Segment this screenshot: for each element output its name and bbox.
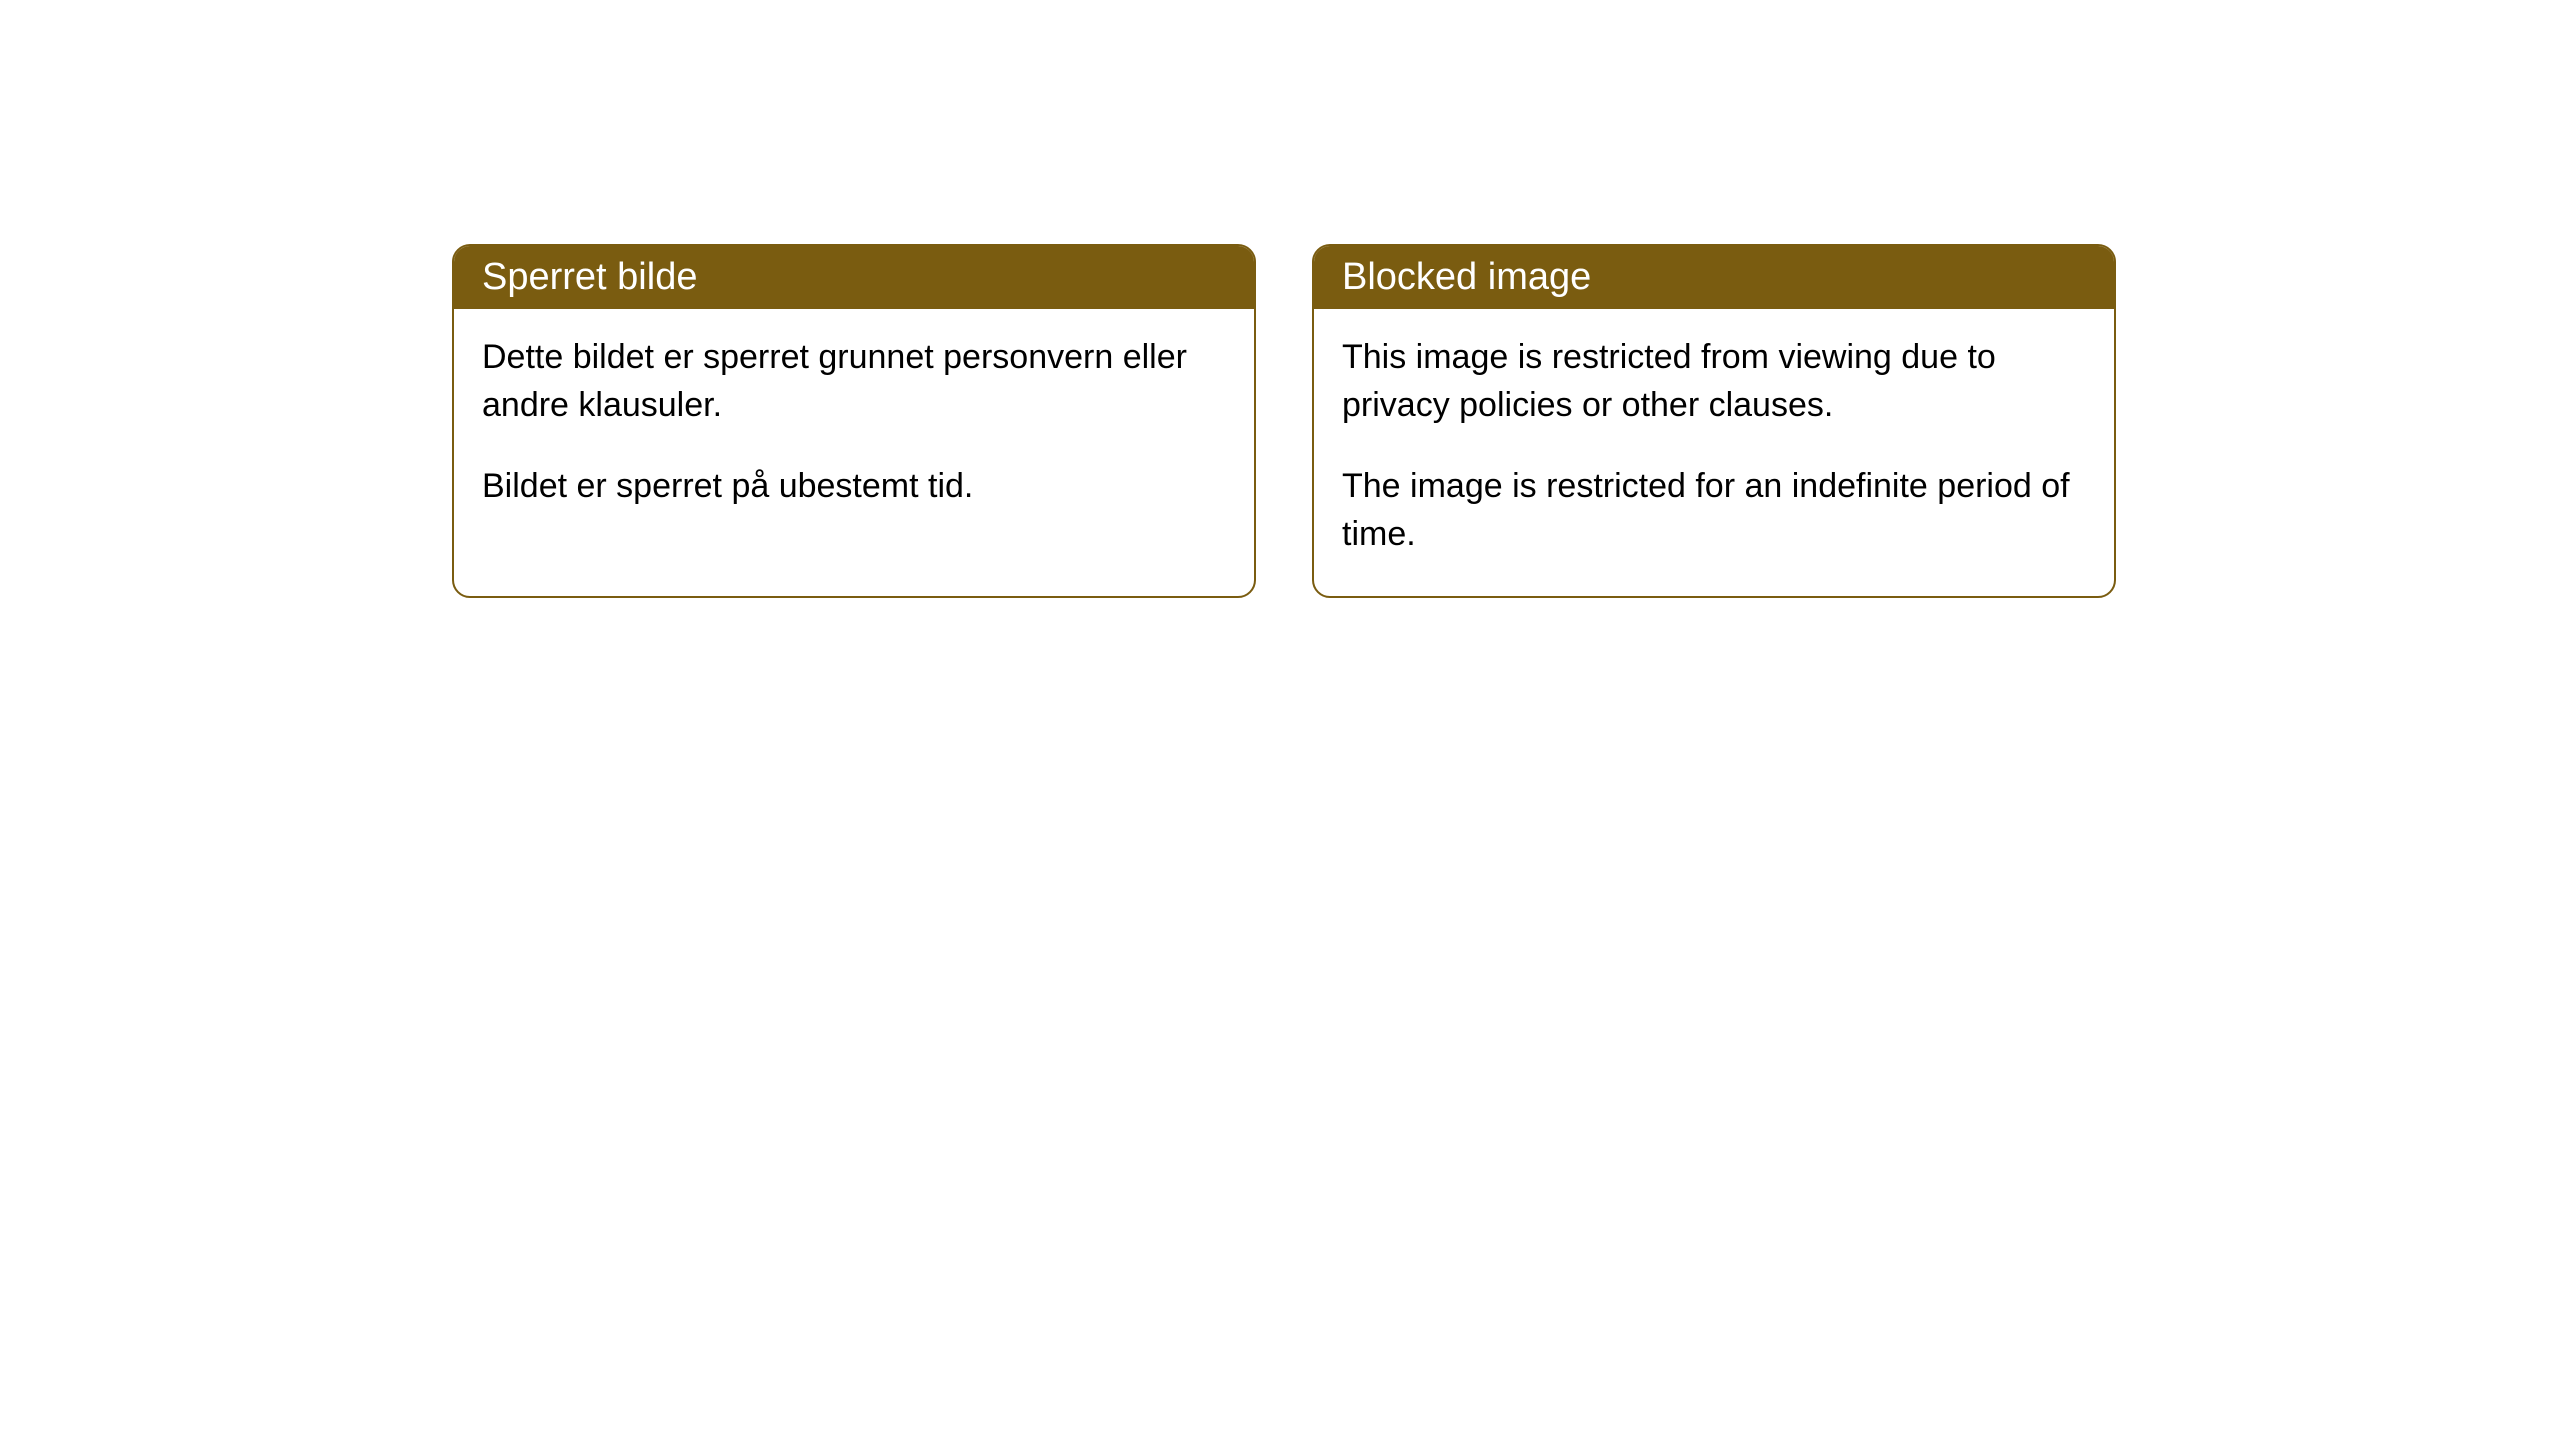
card-title: Sperret bilde	[482, 256, 697, 298]
notice-card-norwegian: Sperret bilde Dette bildet er sperret gr…	[452, 244, 1256, 598]
card-body: This image is restricted from viewing du…	[1314, 309, 2114, 596]
notice-paragraph: Bildet er sperret på ubestemt tid.	[482, 462, 1226, 510]
card-header: Sperret bilde	[454, 246, 1254, 309]
card-body: Dette bildet er sperret grunnet personve…	[454, 309, 1254, 548]
notice-card-english: Blocked image This image is restricted f…	[1312, 244, 2116, 598]
notice-paragraph: The image is restricted for an indefinit…	[1342, 462, 2086, 559]
notice-paragraph: This image is restricted from viewing du…	[1342, 333, 2086, 430]
card-title: Blocked image	[1342, 256, 1591, 298]
notice-paragraph: Dette bildet er sperret grunnet personve…	[482, 333, 1226, 430]
notice-cards-container: Sperret bilde Dette bildet er sperret gr…	[452, 244, 2560, 598]
card-header: Blocked image	[1314, 246, 2114, 309]
